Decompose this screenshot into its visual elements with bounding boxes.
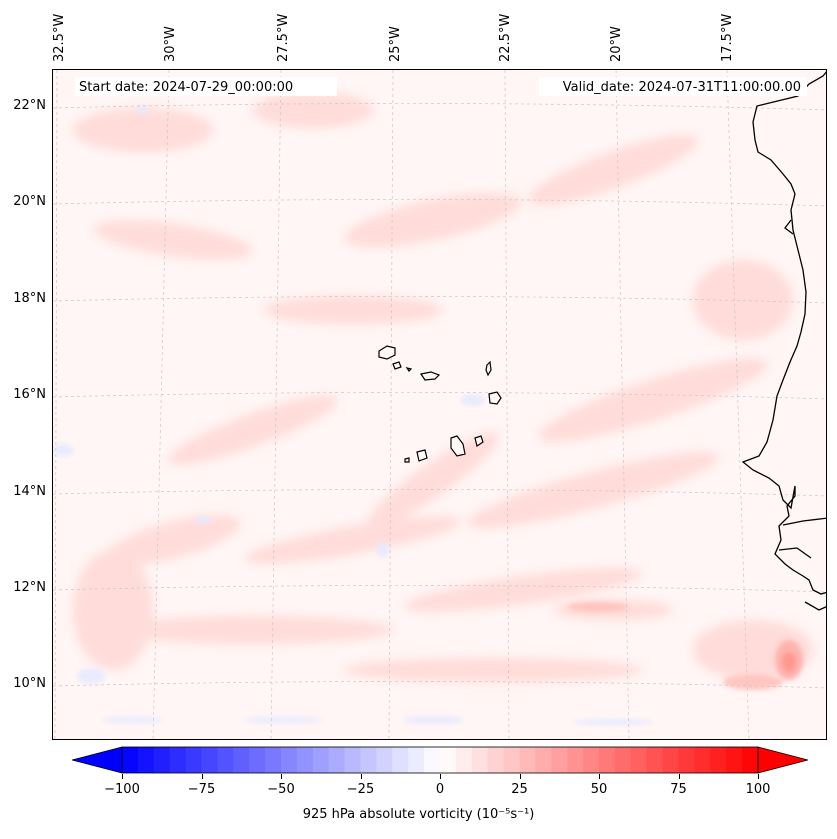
map-header: Start date: 2024-07-29_00:00:00 Valid_da…: [75, 77, 807, 96]
colorbar-tickmark: [360, 774, 362, 779]
colorbar-tickmark: [281, 774, 282, 779]
colorbar-segment: [519, 747, 536, 773]
colorbar-segments: [122, 747, 759, 773]
colorbar-segment: [201, 747, 218, 773]
colorbar-segment: [408, 747, 425, 773]
colorbar-segment: [137, 747, 155, 773]
colorbar-segment: [551, 747, 568, 773]
colorbar-segment: [583, 747, 600, 773]
colorbar-tick-label: 0: [435, 782, 445, 797]
colorbar-segment: [487, 747, 505, 773]
colorbar-segment: [392, 747, 409, 773]
colorbar-segment: [742, 747, 759, 773]
colorbar-tickmark: [440, 774, 441, 779]
lon-label-30w: 30°W: [163, 26, 178, 62]
colorbar-svg: [70, 746, 810, 774]
colorbar-tick-label: −100: [104, 782, 140, 797]
colorbar-segment: [296, 747, 314, 773]
colorbar-segment: [694, 747, 711, 773]
colorbar-segment: [153, 747, 171, 773]
colorbar-tickmark: [678, 774, 680, 779]
map-panel: Start date: 2024-07-29_00:00:00 Valid_da…: [52, 69, 827, 740]
colorbar-tickmark: [599, 774, 600, 779]
colorbar-tick-label: 75: [670, 782, 687, 797]
cape-verde-islands: [378, 345, 502, 463]
colorbar-tick-label: −50: [267, 782, 295, 797]
colorbar-segment: [535, 747, 552, 773]
colorbar-segment: [567, 747, 584, 773]
colorbar-segment: [376, 747, 393, 773]
colorbar-tick-label: −25: [346, 782, 375, 797]
colorbar-segment: [678, 747, 695, 773]
colorbar-segment: [646, 747, 664, 773]
strong-positive-core: [568, 602, 803, 690]
colorbar-segment: [312, 747, 330, 773]
colorbar-segment: [185, 747, 202, 773]
colorbar-tick-label: 100: [745, 782, 771, 797]
colorbar-segment: [599, 747, 616, 773]
colorbar-tickmark: [758, 774, 759, 779]
colorbar-segment: [471, 747, 489, 773]
colorbar-segment: [614, 747, 632, 773]
colorbar-segment: [249, 747, 266, 773]
colorbar-segment: [440, 747, 457, 773]
colorbar-segment: [217, 747, 234, 773]
colorbar: [70, 746, 810, 776]
lat-label-16n: 16°N: [13, 387, 46, 402]
vorticity-field-map: Start date: 2024-07-29_00:00:00 Valid_da…: [53, 70, 826, 739]
colorbar-segment: [455, 747, 473, 773]
colorbar-tick-label: 50: [590, 782, 608, 797]
lon-label-20w: 20°W: [609, 26, 624, 62]
colorbar-outline: [121, 746, 759, 774]
colorbar-segment: [503, 747, 520, 773]
start-date-text: Start date: 2024-07-29_00:00:00: [79, 80, 293, 95]
colorbar-segment: [710, 747, 727, 773]
colorbar-tickmark: [519, 774, 521, 779]
colorbar-segment: [424, 747, 441, 773]
lat-label-10n: 10°N: [13, 676, 46, 691]
colorbar-tick-label: −75: [187, 782, 216, 797]
lat-label-22n: 22°N: [13, 98, 46, 113]
colorbar-segment: [265, 747, 282, 773]
colorbar-label: 925 hPa absolute vorticity (10⁻⁵s⁻¹): [302, 807, 535, 822]
graticule: [53, 70, 826, 739]
colorbar-tick-label: 25: [511, 782, 528, 797]
lat-label-12n: 12°N: [13, 580, 46, 595]
colorbar-extend-high: [757, 746, 810, 774]
valid-date-text: Valid_date: 2024-07-31T11:00:00.00: [563, 80, 801, 95]
colorbar-segment: [169, 747, 187, 773]
colorbar-segment: [662, 747, 679, 773]
colorbar-segment: [630, 747, 648, 773]
lon-label-32-5w: 32.5°W: [52, 13, 67, 62]
lon-label-17-5w: 17.5°W: [720, 13, 735, 62]
lat-label-14n: 14°N: [13, 484, 46, 499]
colorbar-segment: [344, 747, 361, 773]
lat-label-20n: 20°N: [13, 194, 46, 209]
colorbar-extend-low: [70, 746, 123, 774]
coastline: [741, 71, 826, 611]
lat-label-18n: 18°N: [13, 291, 46, 306]
colorbar-segment: [233, 747, 250, 773]
colorbar-tickmark: [122, 774, 123, 779]
colorbar-segment: [328, 747, 346, 773]
lon-label-22-5w: 22.5°W: [498, 13, 513, 62]
colorbar-segment: [726, 747, 743, 773]
colorbar-segment: [281, 747, 298, 773]
lon-label-25w: 25°W: [388, 26, 403, 62]
colorbar-segment: [122, 747, 139, 773]
colorbar-segment: [360, 747, 377, 773]
colorbar-tickmark: [201, 774, 203, 779]
lon-label-27-5w: 27.5°W: [276, 13, 291, 62]
negative-vorticity-patches: [53, 106, 653, 725]
